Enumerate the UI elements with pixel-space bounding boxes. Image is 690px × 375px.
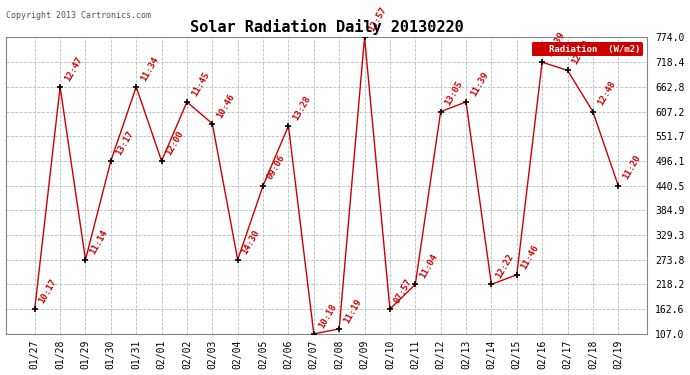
- Text: 11:39: 11:39: [469, 70, 490, 98]
- Text: 14:30: 14:30: [241, 228, 262, 255]
- Text: 11:14: 11:14: [88, 228, 110, 255]
- Text: 11:20: 11:20: [621, 154, 642, 182]
- Text: 13:05: 13:05: [444, 80, 464, 107]
- Text: 11:45: 11:45: [190, 70, 211, 98]
- Text: 11:34: 11:34: [139, 55, 160, 83]
- Legend: Radiation  (W/m2): Radiation (W/m2): [532, 42, 643, 56]
- Text: 12:22: 12:22: [494, 252, 515, 280]
- Text: 10:17: 10:17: [37, 277, 59, 305]
- Text: 12:57: 12:57: [367, 6, 388, 33]
- Text: 11:19: 11:19: [342, 297, 363, 325]
- Text: 10:46: 10:46: [215, 92, 237, 120]
- Text: 12:47: 12:47: [63, 55, 84, 83]
- Text: Copyright 2013 Cartronics.com: Copyright 2013 Cartronics.com: [6, 11, 150, 20]
- Text: 07:57: 07:57: [393, 277, 414, 305]
- Text: 12:48: 12:48: [595, 80, 617, 107]
- Text: 09:06: 09:06: [266, 154, 287, 182]
- Text: 13:28: 13:28: [291, 94, 313, 122]
- Text: 12:20: 12:20: [571, 38, 591, 66]
- Text: 13:17: 13:17: [114, 129, 135, 157]
- Text: 12:00: 12:00: [164, 129, 186, 157]
- Text: 11:39: 11:39: [545, 30, 566, 58]
- Text: 10:18: 10:18: [317, 302, 338, 330]
- Text: 11:04: 11:04: [418, 252, 440, 280]
- Text: 11:46: 11:46: [520, 243, 541, 271]
- Title: Solar Radiation Daily 20130220: Solar Radiation Daily 20130220: [190, 19, 464, 35]
